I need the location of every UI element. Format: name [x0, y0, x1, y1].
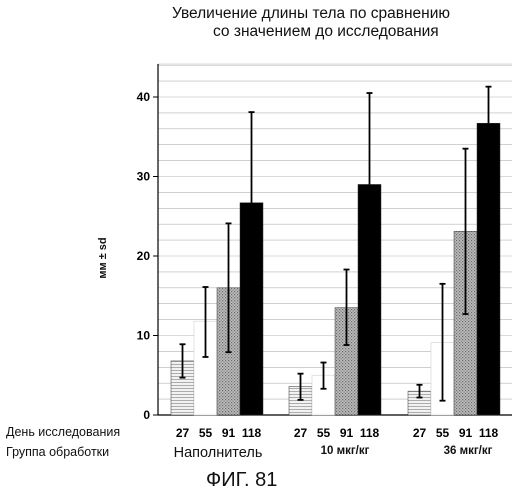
day-label: 55: [317, 426, 331, 440]
day-label: 91: [222, 426, 236, 440]
day-label: 27: [294, 426, 308, 440]
bar: [358, 184, 381, 415]
row-label-study-day: День исследования: [6, 425, 120, 439]
y-axis-label: мм ± sd: [97, 237, 109, 278]
day-label: 55: [436, 426, 450, 440]
group-label-vehicle: Наполнитель: [174, 445, 263, 461]
group-label-36: 36 мкг/кг: [444, 445, 493, 457]
y-tick-label: 30: [137, 170, 151, 184]
y-tick-label: 20: [137, 249, 151, 263]
day-label: 118: [242, 426, 262, 440]
day-label: 91: [340, 426, 354, 440]
bar: [477, 123, 500, 415]
day-label: 118: [360, 426, 380, 440]
row-label-treatment-group: Группа обработки: [6, 445, 109, 459]
y-tick-label: 0: [143, 408, 150, 422]
day-label: 91: [459, 426, 473, 440]
bar: [240, 203, 263, 415]
group-label-10: 10 мкг/кг: [321, 445, 370, 457]
figure-caption: ФИГ. 81: [206, 469, 277, 492]
y-tick-label: 40: [137, 90, 151, 104]
day-label: 27: [413, 426, 427, 440]
day-label: 118: [479, 426, 499, 440]
y-tick-label: 10: [137, 329, 151, 343]
day-label: 55: [199, 426, 213, 440]
day-label: 27: [176, 426, 190, 440]
